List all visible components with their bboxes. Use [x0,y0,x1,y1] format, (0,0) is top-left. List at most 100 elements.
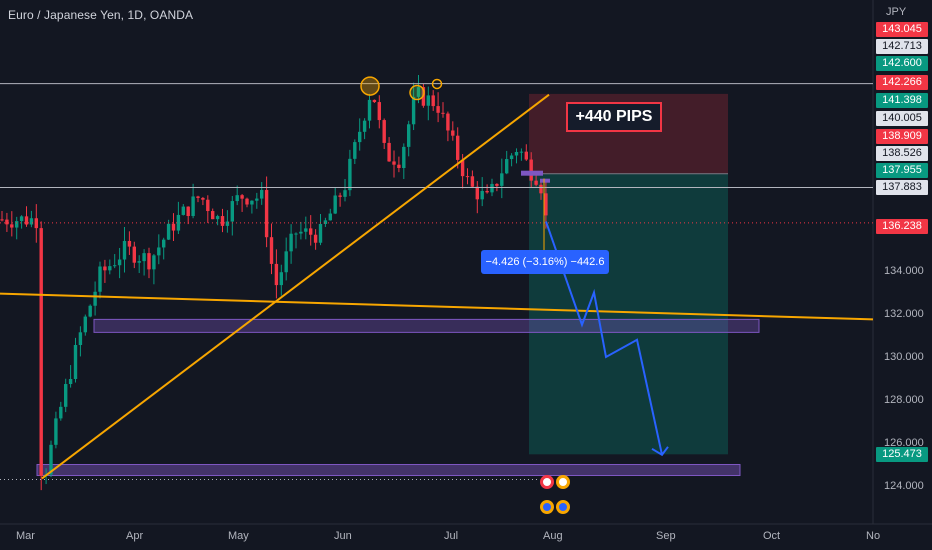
drawings [0,76,874,481]
candle-body [113,265,117,267]
candle-body [0,219,4,221]
candle-body [519,151,524,153]
candle-body [230,201,234,222]
price-tag: 142.713 [876,39,928,54]
time-axis-label: No [866,530,881,542]
candle-body [367,99,372,121]
candle-body [78,332,83,345]
time-axis-label: Sep [656,530,676,542]
zones [36,93,760,476]
price-tag: 137.883 [876,180,928,195]
price-axis-label: 132.000 [884,308,924,320]
candle-body [15,221,19,228]
candle-body [235,195,239,202]
price-tag: 138.526 [876,146,928,161]
candle-body [68,379,73,385]
candle-body [245,198,249,205]
candle-body [505,159,509,174]
time-axis-label: May [228,530,249,542]
candle-body [196,196,200,198]
price-tag: 143.045 [876,22,928,37]
time-axis-label: Apr [126,530,144,542]
candle-body [162,239,166,248]
axis-currency-unit[interactable]: JPY [886,6,907,18]
candle-body [93,291,97,306]
time-axis-label: Oct [763,530,781,542]
event-flag-icon[interactable] [556,475,570,489]
candle-body [539,184,543,194]
candle-body [255,198,259,201]
pips-annotation[interactable]: +440 PIPS [566,102,662,132]
candle-body [157,247,161,256]
candle-body [206,199,210,212]
candle-body [392,161,396,165]
candle-body [10,224,14,228]
last-price-tag: 136.238 [876,219,928,234]
candle-body [323,220,328,224]
candle-body [338,195,342,197]
price-tag: 142.600 [876,56,928,71]
measure-tooltip: −4.426 (−3.16%) −442.6 [481,250,609,274]
price-axis-label: 126.000 [884,437,924,449]
candle-body [436,106,440,113]
candle-body [348,158,352,191]
candle-body [451,130,455,136]
candle-body [397,164,401,168]
event-globe-icon[interactable] [540,500,554,514]
candle-body [108,266,112,271]
top-marker [409,84,425,101]
candle-body [495,183,499,186]
time-axis-label: Mar [16,530,35,542]
demand-zone-lower [36,464,741,476]
candle-body [191,196,195,217]
candle-body [343,190,347,197]
price-axis-label: 134.000 [884,265,924,277]
candle-body [411,96,416,125]
candle-body [460,159,465,177]
candle-body [485,190,489,193]
candle-body [29,218,34,225]
candle-body [382,120,386,143]
candle-body [64,384,68,407]
candle-body [446,113,450,131]
candle-body [402,146,406,168]
candle-body [431,95,435,107]
candle-body [407,124,411,147]
candle-body [39,228,43,476]
candle-body [475,186,479,200]
candle-body [166,223,171,240]
event-globe-icon[interactable] [556,500,570,514]
candle-body [171,223,176,231]
candle-body [83,316,87,333]
candle-body [98,266,102,292]
entry-marker [540,178,550,183]
candle-body [103,266,107,271]
candle-body [215,216,220,220]
candle-body [240,195,244,199]
price-tag: 138.909 [876,129,928,144]
candle-body [304,228,308,232]
event-flag-icon[interactable] [540,475,554,489]
candle-body [211,211,215,220]
price-axis-label: 130.000 [884,351,924,363]
candle-body [509,155,514,160]
candle-body [181,206,185,215]
candle-body [441,112,445,114]
horizontal-trendline [0,292,874,321]
candle-body [456,135,460,160]
candle-body [225,221,230,226]
candle-body [529,159,533,181]
candle-body [353,142,357,159]
symbol-title: Euro / Japanese Yen, 1D, OANDA [8,8,194,22]
target-price-tag: 125.473 [876,447,928,462]
candle-body [362,120,367,132]
candle-body [250,200,254,205]
candle-body [465,176,470,178]
candle-body [186,206,190,217]
candle-body [260,190,264,199]
projection-arrow-head [651,446,669,457]
candle-body [470,176,475,187]
candle-body [24,216,29,225]
